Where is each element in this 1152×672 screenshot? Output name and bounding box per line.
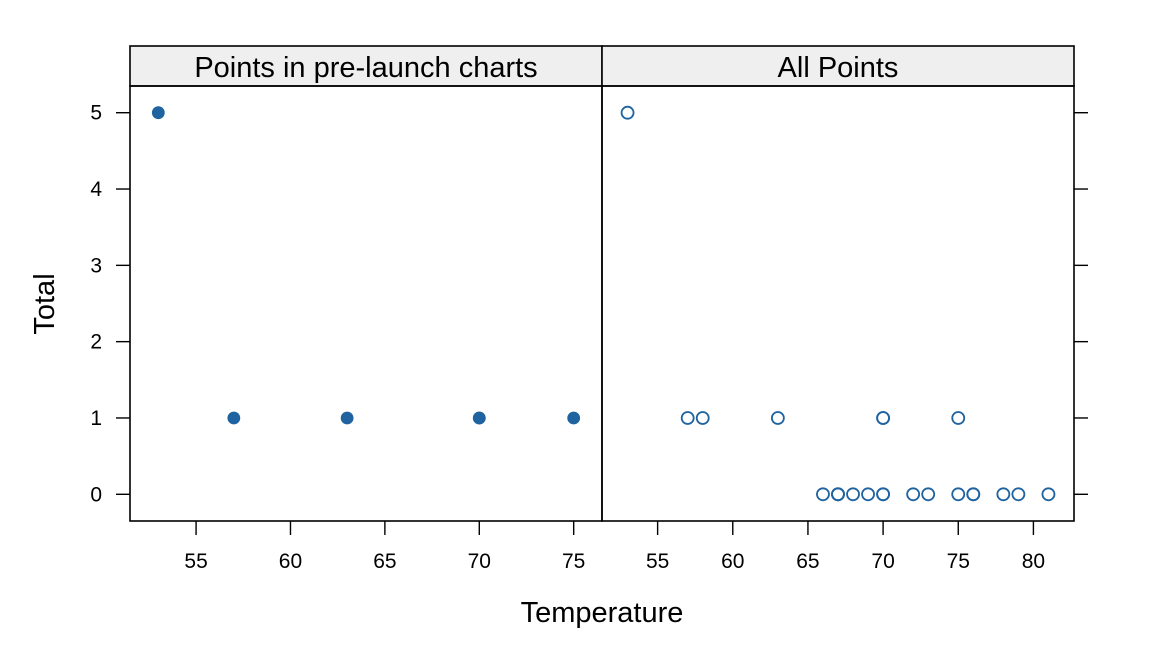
data-point	[861, 487, 875, 502]
data-point	[951, 487, 966, 502]
y-tick-label: 2	[90, 331, 102, 354]
y-tick-label: 5	[90, 102, 102, 125]
data-point	[227, 411, 241, 425]
data-point	[966, 487, 981, 502]
strip-2	[601, 45, 1075, 87]
data-point	[151, 106, 165, 120]
y-tick-label: 4	[90, 178, 102, 201]
data-point	[1041, 487, 1056, 502]
x-tick-label: 60	[279, 550, 302, 573]
panel-title-2: All Points	[778, 52, 899, 84]
strip-layer: Points in pre-launch charts All Points	[129, 45, 1075, 87]
frame-layer	[129, 85, 1075, 522]
data-point	[921, 487, 936, 502]
data-point	[951, 411, 966, 425]
data-point	[816, 487, 830, 502]
strip-1	[129, 45, 603, 87]
panel-title-1: Points in pre-launch charts	[194, 52, 537, 84]
y-tick-label: 1	[90, 407, 102, 430]
data-point	[996, 487, 1011, 502]
x-tick-label: 65	[373, 550, 396, 573]
tick-layer: 55 60 65 70 75 55 60 65 70 75 80 0 1 2 3 4 5	[90, 102, 1088, 573]
data-point	[1011, 487, 1026, 502]
data-point	[340, 411, 354, 425]
data-point	[680, 411, 695, 425]
data-point	[472, 411, 486, 425]
data-point	[695, 411, 710, 425]
x-axis-title: Temperature	[521, 597, 684, 629]
y-axis-title: Total	[29, 273, 61, 334]
y-tick-label: 0	[90, 483, 102, 506]
x-tick-label: 65	[796, 550, 819, 573]
x-tick-label: 70	[871, 550, 894, 573]
data-point	[567, 411, 581, 425]
data-point	[906, 487, 921, 502]
data-point	[831, 487, 845, 502]
data-point	[876, 487, 890, 502]
panel-frame-1	[129, 85, 603, 522]
x-tick-label: 55	[184, 550, 207, 573]
data-point	[876, 411, 890, 425]
data-point	[770, 411, 785, 425]
y-tick-label: 3	[90, 254, 102, 277]
x-tick-label: 75	[947, 550, 970, 573]
x-tick-label: 55	[646, 550, 669, 573]
data-point	[846, 487, 860, 502]
marks-layer	[151, 105, 1056, 502]
panel-frame-2	[601, 85, 1075, 522]
x-tick-label: 60	[721, 550, 744, 573]
x-tick-label: 75	[562, 550, 585, 573]
x-tick-label: 80	[1022, 550, 1045, 573]
x-tick-label: 70	[468, 550, 491, 573]
data-point	[620, 105, 635, 120]
